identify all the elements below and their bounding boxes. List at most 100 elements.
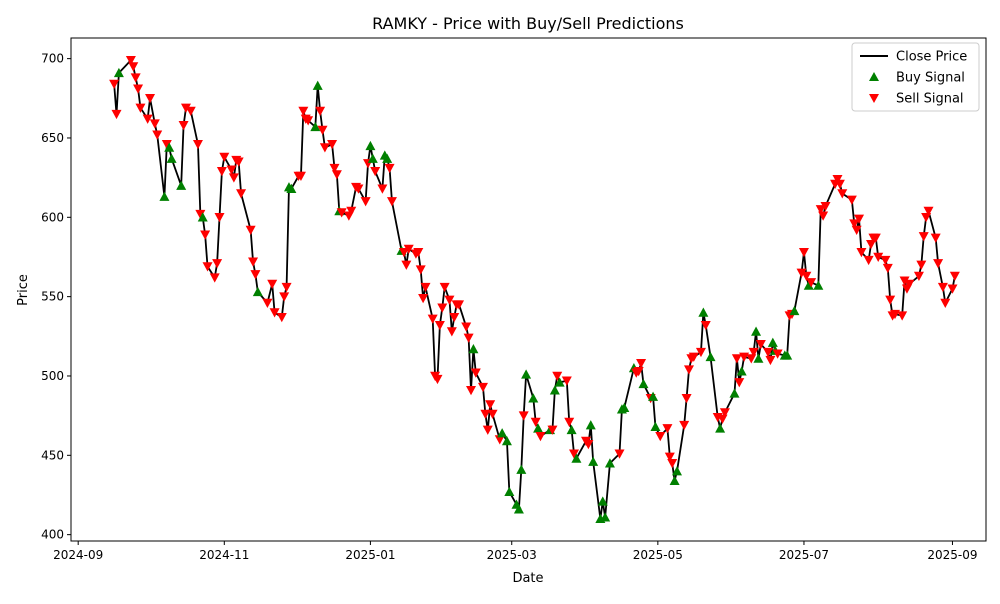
sell-signal-marker [109, 79, 120, 90]
sell-signal-marker [885, 295, 896, 305]
sell-signal-marker [233, 157, 244, 167]
sell-signal-marker [401, 260, 412, 270]
sell-signal-marker [133, 84, 144, 94]
sell-signal-marker [832, 174, 843, 185]
sell-signal-marker [226, 165, 237, 175]
sell-signal-marker [178, 121, 189, 131]
y-tick-label: 550 [41, 290, 64, 304]
sell-signal-marker [470, 368, 481, 378]
sell-signal-marker [236, 189, 247, 199]
buy-signal-marker [600, 512, 611, 522]
buy-signal-marker [729, 388, 740, 398]
sell-signal-marker [331, 170, 342, 180]
buy-signal-marker [367, 153, 378, 163]
sell-signal-marker [130, 73, 141, 83]
sell-signal-marker [904, 279, 915, 289]
sell-signal-marker [212, 259, 223, 269]
buy-signal-marker [619, 402, 630, 412]
buy-signal-marker [650, 421, 661, 432]
buy-signal-marker [648, 391, 659, 401]
sell-signal-marker [798, 247, 809, 258]
sell-signal-marker [353, 184, 364, 194]
sell-signal-marker [398, 247, 409, 258]
sell-signal-marker [262, 298, 273, 308]
sell-signal-marker [664, 452, 675, 462]
sell-signal-marker [384, 163, 395, 174]
sell-signal-marker [846, 195, 857, 205]
sell-signal-marker [530, 417, 541, 427]
sell-signal-marker [449, 313, 460, 323]
buy-signal-marker [549, 385, 560, 395]
buy-signal-marker [803, 280, 814, 290]
sell-signal-marker [152, 130, 163, 140]
sell-signal-marker [633, 366, 644, 377]
sell-signal-marker [216, 167, 227, 177]
sell-signal-marker [427, 314, 438, 324]
sell-signal-marker [370, 167, 381, 177]
sell-signal-marker [200, 230, 211, 240]
plot-border [70, 37, 987, 542]
sell-signal-marker [142, 114, 153, 124]
buy-signal-marker [782, 350, 793, 360]
buy-signal-marker [176, 180, 187, 190]
x-tick-label: 2025-01 [345, 548, 395, 562]
sell-signal-marker [485, 400, 496, 410]
sell-signal-marker [731, 354, 742, 364]
plot-series [109, 55, 960, 524]
sell-signal-marker [748, 347, 759, 358]
sell-signal-marker [734, 378, 745, 388]
sell-signal-marker [933, 259, 944, 269]
sell-signal-marker [214, 213, 225, 223]
legend-label: Sell Signal [896, 92, 964, 107]
legend-sell-swatch [869, 94, 879, 103]
sell-signal-marker [434, 320, 445, 331]
sell-signal-marker [863, 255, 874, 266]
sell-signal-marker [295, 171, 306, 182]
sell-signal-marker [679, 420, 690, 431]
buy-signal-marker [504, 486, 515, 497]
buy-signal-marker [767, 337, 778, 347]
sell-signal-marker [880, 255, 891, 266]
sell-signal-marker [480, 409, 491, 420]
x-tick-label: 2025-09 [927, 548, 977, 562]
buy-signal-marker [365, 140, 376, 151]
sell-signal-marker [209, 273, 220, 283]
x-tick-label: 2025-05 [633, 548, 683, 562]
sell-signal-marker [916, 260, 927, 270]
sell-signal-marker [897, 311, 908, 321]
y-tick-label: 600 [41, 210, 64, 224]
sell-signal-marker [818, 211, 829, 221]
buy-signal-marker [813, 280, 824, 290]
sell-signal-marker [439, 282, 450, 293]
sell-signal-marker [700, 320, 711, 331]
sell-signal-marker [755, 339, 766, 350]
sell-signal-marker [851, 225, 862, 235]
sell-signal-marker [636, 359, 647, 369]
sell-signal-marker [317, 125, 328, 136]
legend-buy-swatch [869, 72, 879, 81]
buy-signal-marker [715, 423, 726, 433]
y-tick-label: 400 [41, 528, 64, 542]
sell-signal-marker [683, 365, 694, 375]
buy-signal-marker [164, 142, 175, 152]
sell-signal-marker [765, 355, 776, 366]
x-axis: 2024-09 2024-11 2025-01 2025-03 2025-05 2025-… [53, 541, 978, 562]
sell-signal-marker [386, 197, 397, 207]
plot-frame [70, 37, 987, 542]
sell-signal-marker [815, 205, 826, 215]
sell-signal-marker [418, 293, 429, 304]
x-tick-label: 2024-11 [199, 548, 249, 562]
buy-signal-marker [533, 423, 544, 433]
sell-signal-marker [763, 347, 774, 358]
sell-signal-marker [564, 417, 575, 427]
sell-signal-marker [719, 408, 730, 418]
buy-signal-marker [286, 183, 297, 193]
buy-signal-marker [312, 80, 323, 90]
sell-signal-marker [279, 292, 290, 302]
sell-signal-marker [360, 197, 371, 207]
sell-signal-marker [228, 173, 239, 183]
sell-signal-marker [918, 232, 929, 242]
sell-signal-marker [695, 347, 706, 358]
sell-signal-marker [267, 279, 278, 289]
buy-signal-marker [789, 305, 800, 316]
